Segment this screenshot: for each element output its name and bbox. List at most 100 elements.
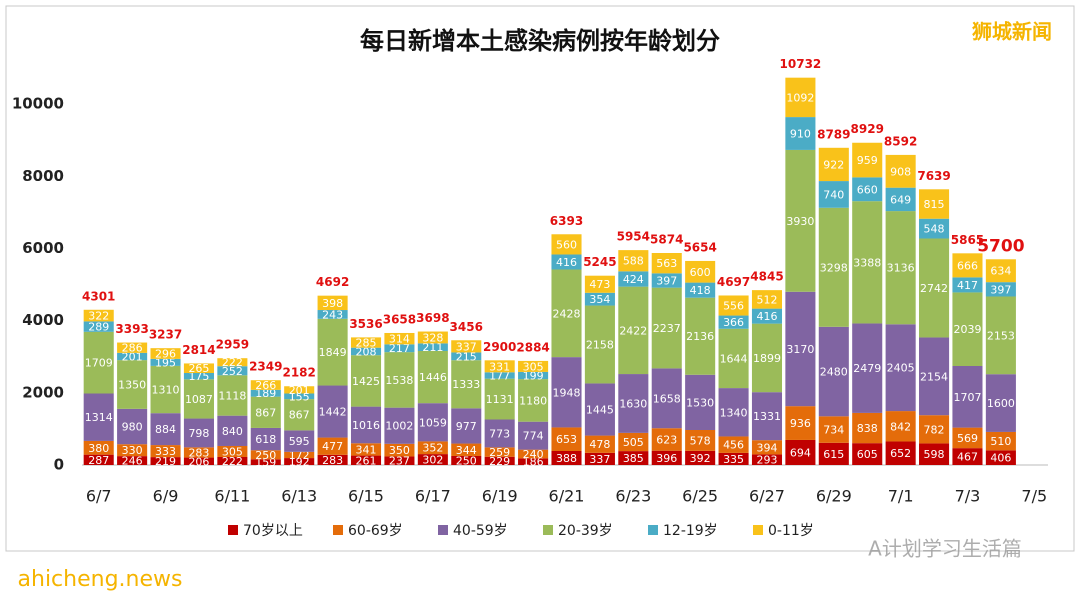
bar-segment [618,432,649,452]
value-label: 815 [924,198,945,211]
bar-segment [217,445,248,457]
value-label: 2422 [619,324,647,337]
bar-segment [785,77,816,118]
bar-segment [451,455,482,465]
value-label: 206 [188,455,209,468]
bar-segment [350,337,382,348]
total-label: 10732 [780,57,822,71]
value-label: 563 [656,257,677,270]
value-label: 283 [188,446,209,459]
bar-segment [818,442,849,465]
bar-segment [183,373,214,380]
bar-segment [985,296,1016,375]
value-label: 199 [523,370,544,383]
x-tick-label: 6/9 [153,487,179,506]
legend-label: 20-39岁 [558,523,613,539]
value-label: 936 [790,417,811,430]
bar-segment [852,177,883,202]
bar-segment [818,207,849,327]
value-label: 222 [222,455,243,468]
value-label: 293 [756,454,777,467]
value-label: 734 [823,424,844,437]
value-label: 1002 [385,420,413,433]
value-label: 1333 [452,378,480,391]
bar-segment [417,403,448,442]
bar-segment [818,181,849,208]
bar-segment [685,374,716,430]
value-label: 350 [389,444,410,457]
bar-segment [651,273,682,288]
total-label: 4692 [316,275,349,289]
bar-segment [518,449,549,459]
bar-segment [584,292,615,306]
legend-swatch [648,525,658,535]
value-label: 600 [690,266,711,279]
bar-segment [350,355,382,407]
value-label: 653 [556,433,577,446]
value-label: 556 [723,300,744,313]
value-label: 208 [356,345,377,358]
x-tick-label: 6/17 [415,487,451,506]
x-tick-label: 6/29 [816,487,852,506]
value-label: 1849 [319,346,347,359]
value-label: 250 [456,454,477,467]
bar-segment [919,337,950,416]
value-label: 922 [823,158,844,171]
value-label: 322 [88,310,109,323]
bar-segment [651,368,682,429]
bar-segment [985,431,1016,451]
bar-segment [685,282,716,298]
bar-segment [484,360,515,373]
value-label: 424 [623,273,644,286]
bar-segment [117,408,148,445]
value-label: 774 [523,430,544,443]
value-label: 331 [489,360,510,373]
x-tick-label: 7/5 [1021,487,1047,506]
value-label: 578 [690,434,711,447]
value-label: 1131 [486,393,514,406]
y-tick-label: 6000 [22,239,64,257]
y-tick-label: 0 [54,456,64,474]
bar-segment [952,292,983,367]
value-label: 623 [656,433,677,446]
total-label: 5700 [977,236,1024,256]
value-label: 1446 [419,371,447,384]
bar-segment [852,201,883,324]
y-tick-label: 10000 [12,95,64,113]
x-tick-label: 6/25 [682,487,718,506]
value-label: 1707 [953,391,981,404]
value-label: 512 [756,293,777,306]
bar-segment [618,451,649,465]
value-label: 243 [322,308,343,321]
bar-segment [83,440,114,455]
bar-segment [150,348,181,359]
bar-segment [751,290,783,309]
value-label: 2742 [920,282,948,295]
value-label: 392 [690,452,711,465]
bar-segment [885,411,916,442]
bar-segment [618,250,649,272]
value-label: 840 [222,425,243,438]
watermark: ahicheng.news [18,567,183,592]
bar-segment [551,450,582,465]
value-label: 798 [188,427,209,440]
bar-segment [685,260,716,283]
bar-segment [952,366,983,428]
bar-segment [250,396,281,428]
legend-label: 70岁以上 [243,523,303,539]
x-tick-label: 6/7 [86,487,112,506]
legend-swatch [228,525,238,535]
total-label: 2900 [483,340,516,354]
value-label: 3170 [786,343,814,356]
value-label: 2154 [920,370,948,383]
bar-segment [451,360,482,409]
value-label: 266 [255,379,276,392]
bar-segment [350,406,382,444]
value-label: 3388 [853,256,881,269]
bar-segment [618,286,649,375]
bar-segment [350,347,382,356]
bar-segment [818,416,849,443]
bar-segment [718,436,749,453]
value-label: 1948 [553,386,581,399]
value-label: 388 [556,452,577,465]
